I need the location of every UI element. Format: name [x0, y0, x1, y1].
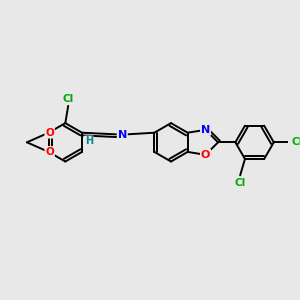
Text: H: H: [85, 136, 93, 146]
Text: Cl: Cl: [235, 178, 246, 188]
Text: O: O: [201, 150, 210, 160]
Text: Cl: Cl: [63, 94, 74, 104]
Text: O: O: [45, 147, 54, 157]
Text: Cl: Cl: [291, 137, 300, 147]
Text: O: O: [45, 128, 54, 138]
Text: N: N: [118, 130, 127, 140]
Text: N: N: [201, 125, 210, 135]
